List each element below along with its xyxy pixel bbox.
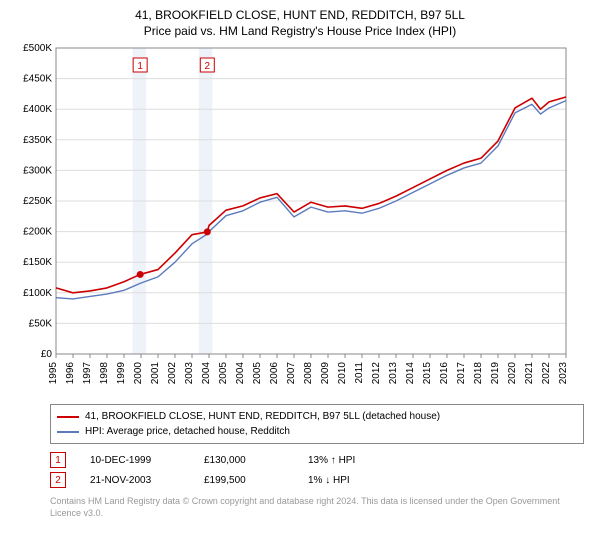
svg-text:2020: 2020 — [507, 362, 518, 385]
legend-swatch-property — [57, 416, 79, 418]
sale-date-2: 21-NOV-2003 — [90, 475, 180, 486]
svg-text:2022: 2022 — [541, 362, 552, 385]
svg-text:2023: 2023 — [558, 362, 569, 385]
sale-price-1: £130,000 — [204, 455, 284, 466]
legend-label-hpi: HPI: Average price, detached house, Redd… — [85, 424, 290, 439]
svg-text:1999: 1999 — [116, 362, 127, 385]
svg-text:£100K: £100K — [23, 288, 52, 299]
sale-row-1: 1 10-DEC-1999 £130,000 13% ↑ HPI — [50, 450, 584, 470]
sale-delta-2: 1% ↓ HPI — [308, 475, 350, 486]
svg-text:1998: 1998 — [99, 362, 110, 385]
svg-text:£50K: £50K — [29, 318, 53, 329]
legend-label-property: 41, BROOKFIELD CLOSE, HUNT END, REDDITCH… — [85, 409, 440, 424]
sale-badge-1: 1 — [50, 452, 66, 468]
svg-text:2012: 2012 — [371, 362, 382, 385]
svg-text:2001: 2001 — [150, 362, 161, 385]
svg-text:2018: 2018 — [473, 362, 484, 385]
svg-text:2008: 2008 — [303, 362, 314, 385]
svg-text:2000: 2000 — [133, 362, 144, 385]
legend-item-property: 41, BROOKFIELD CLOSE, HUNT END, REDDITCH… — [57, 409, 577, 424]
svg-text:2: 2 — [205, 61, 211, 72]
legend-swatch-hpi — [57, 431, 79, 433]
attribution: Contains HM Land Registry data © Crown c… — [50, 496, 584, 519]
svg-text:2002: 2002 — [167, 362, 178, 385]
svg-text:2016: 2016 — [439, 362, 450, 385]
legend-item-hpi: HPI: Average price, detached house, Redd… — [57, 424, 577, 439]
sale-row-2: 2 21-NOV-2003 £199,500 1% ↓ HPI — [50, 470, 584, 490]
svg-text:2006: 2006 — [269, 362, 280, 385]
legend: 41, BROOKFIELD CLOSE, HUNT END, REDDITCH… — [50, 404, 584, 444]
svg-text:2011: 2011 — [354, 362, 365, 384]
plot-area: £0 £50K £100K £150K £200K £250K £300K £350K £400… — [12, 42, 572, 400]
svg-text:2017: 2017 — [456, 362, 467, 385]
svg-text:2005: 2005 — [218, 362, 229, 385]
svg-text:£150K: £150K — [23, 257, 52, 268]
svg-text:£500K: £500K — [23, 43, 52, 54]
svg-text:£350K: £350K — [23, 135, 52, 146]
svg-text:2010: 2010 — [337, 362, 348, 385]
sale-badge-2: 2 — [50, 472, 66, 488]
svg-text:2014: 2014 — [405, 362, 416, 385]
svg-text:2003: 2003 — [184, 362, 195, 385]
chart-title: 41, BROOKFIELD CLOSE, HUNT END, REDDITCH… — [10, 8, 590, 22]
svg-text:2019: 2019 — [490, 362, 501, 385]
chart-container: 41, BROOKFIELD CLOSE, HUNT END, REDDITCH… — [0, 0, 600, 560]
svg-text:2005: 2005 — [252, 362, 263, 385]
svg-text:£200K: £200K — [23, 227, 52, 238]
svg-text:1996: 1996 — [65, 362, 76, 385]
svg-text:2007: 2007 — [286, 362, 297, 385]
svg-text:2013: 2013 — [388, 362, 399, 385]
svg-text:£400K: £400K — [23, 104, 52, 115]
svg-text:£450K: £450K — [23, 74, 52, 85]
svg-text:£0: £0 — [41, 349, 53, 360]
sales-table: 1 10-DEC-1999 £130,000 13% ↑ HPI 2 21-NO… — [50, 450, 584, 490]
svg-text:2004: 2004 — [235, 362, 246, 385]
svg-text:1995: 1995 — [48, 362, 59, 385]
title-block: 41, BROOKFIELD CLOSE, HUNT END, REDDITCH… — [10, 8, 590, 38]
svg-text:1997: 1997 — [82, 362, 93, 385]
svg-text:2021: 2021 — [524, 362, 535, 385]
svg-text:2004: 2004 — [201, 362, 212, 385]
sale-price-2: £199,500 — [204, 475, 284, 486]
chart-subtitle: Price paid vs. HM Land Registry's House … — [10, 24, 590, 38]
sale-delta-1: 13% ↑ HPI — [308, 455, 355, 466]
svg-text:1: 1 — [137, 61, 143, 72]
svg-text:2009: 2009 — [320, 362, 331, 385]
svg-text:2015: 2015 — [422, 362, 433, 385]
svg-text:£300K: £300K — [23, 165, 52, 176]
sale-date-1: 10-DEC-1999 — [90, 455, 180, 466]
svg-text:£250K: £250K — [23, 196, 52, 207]
